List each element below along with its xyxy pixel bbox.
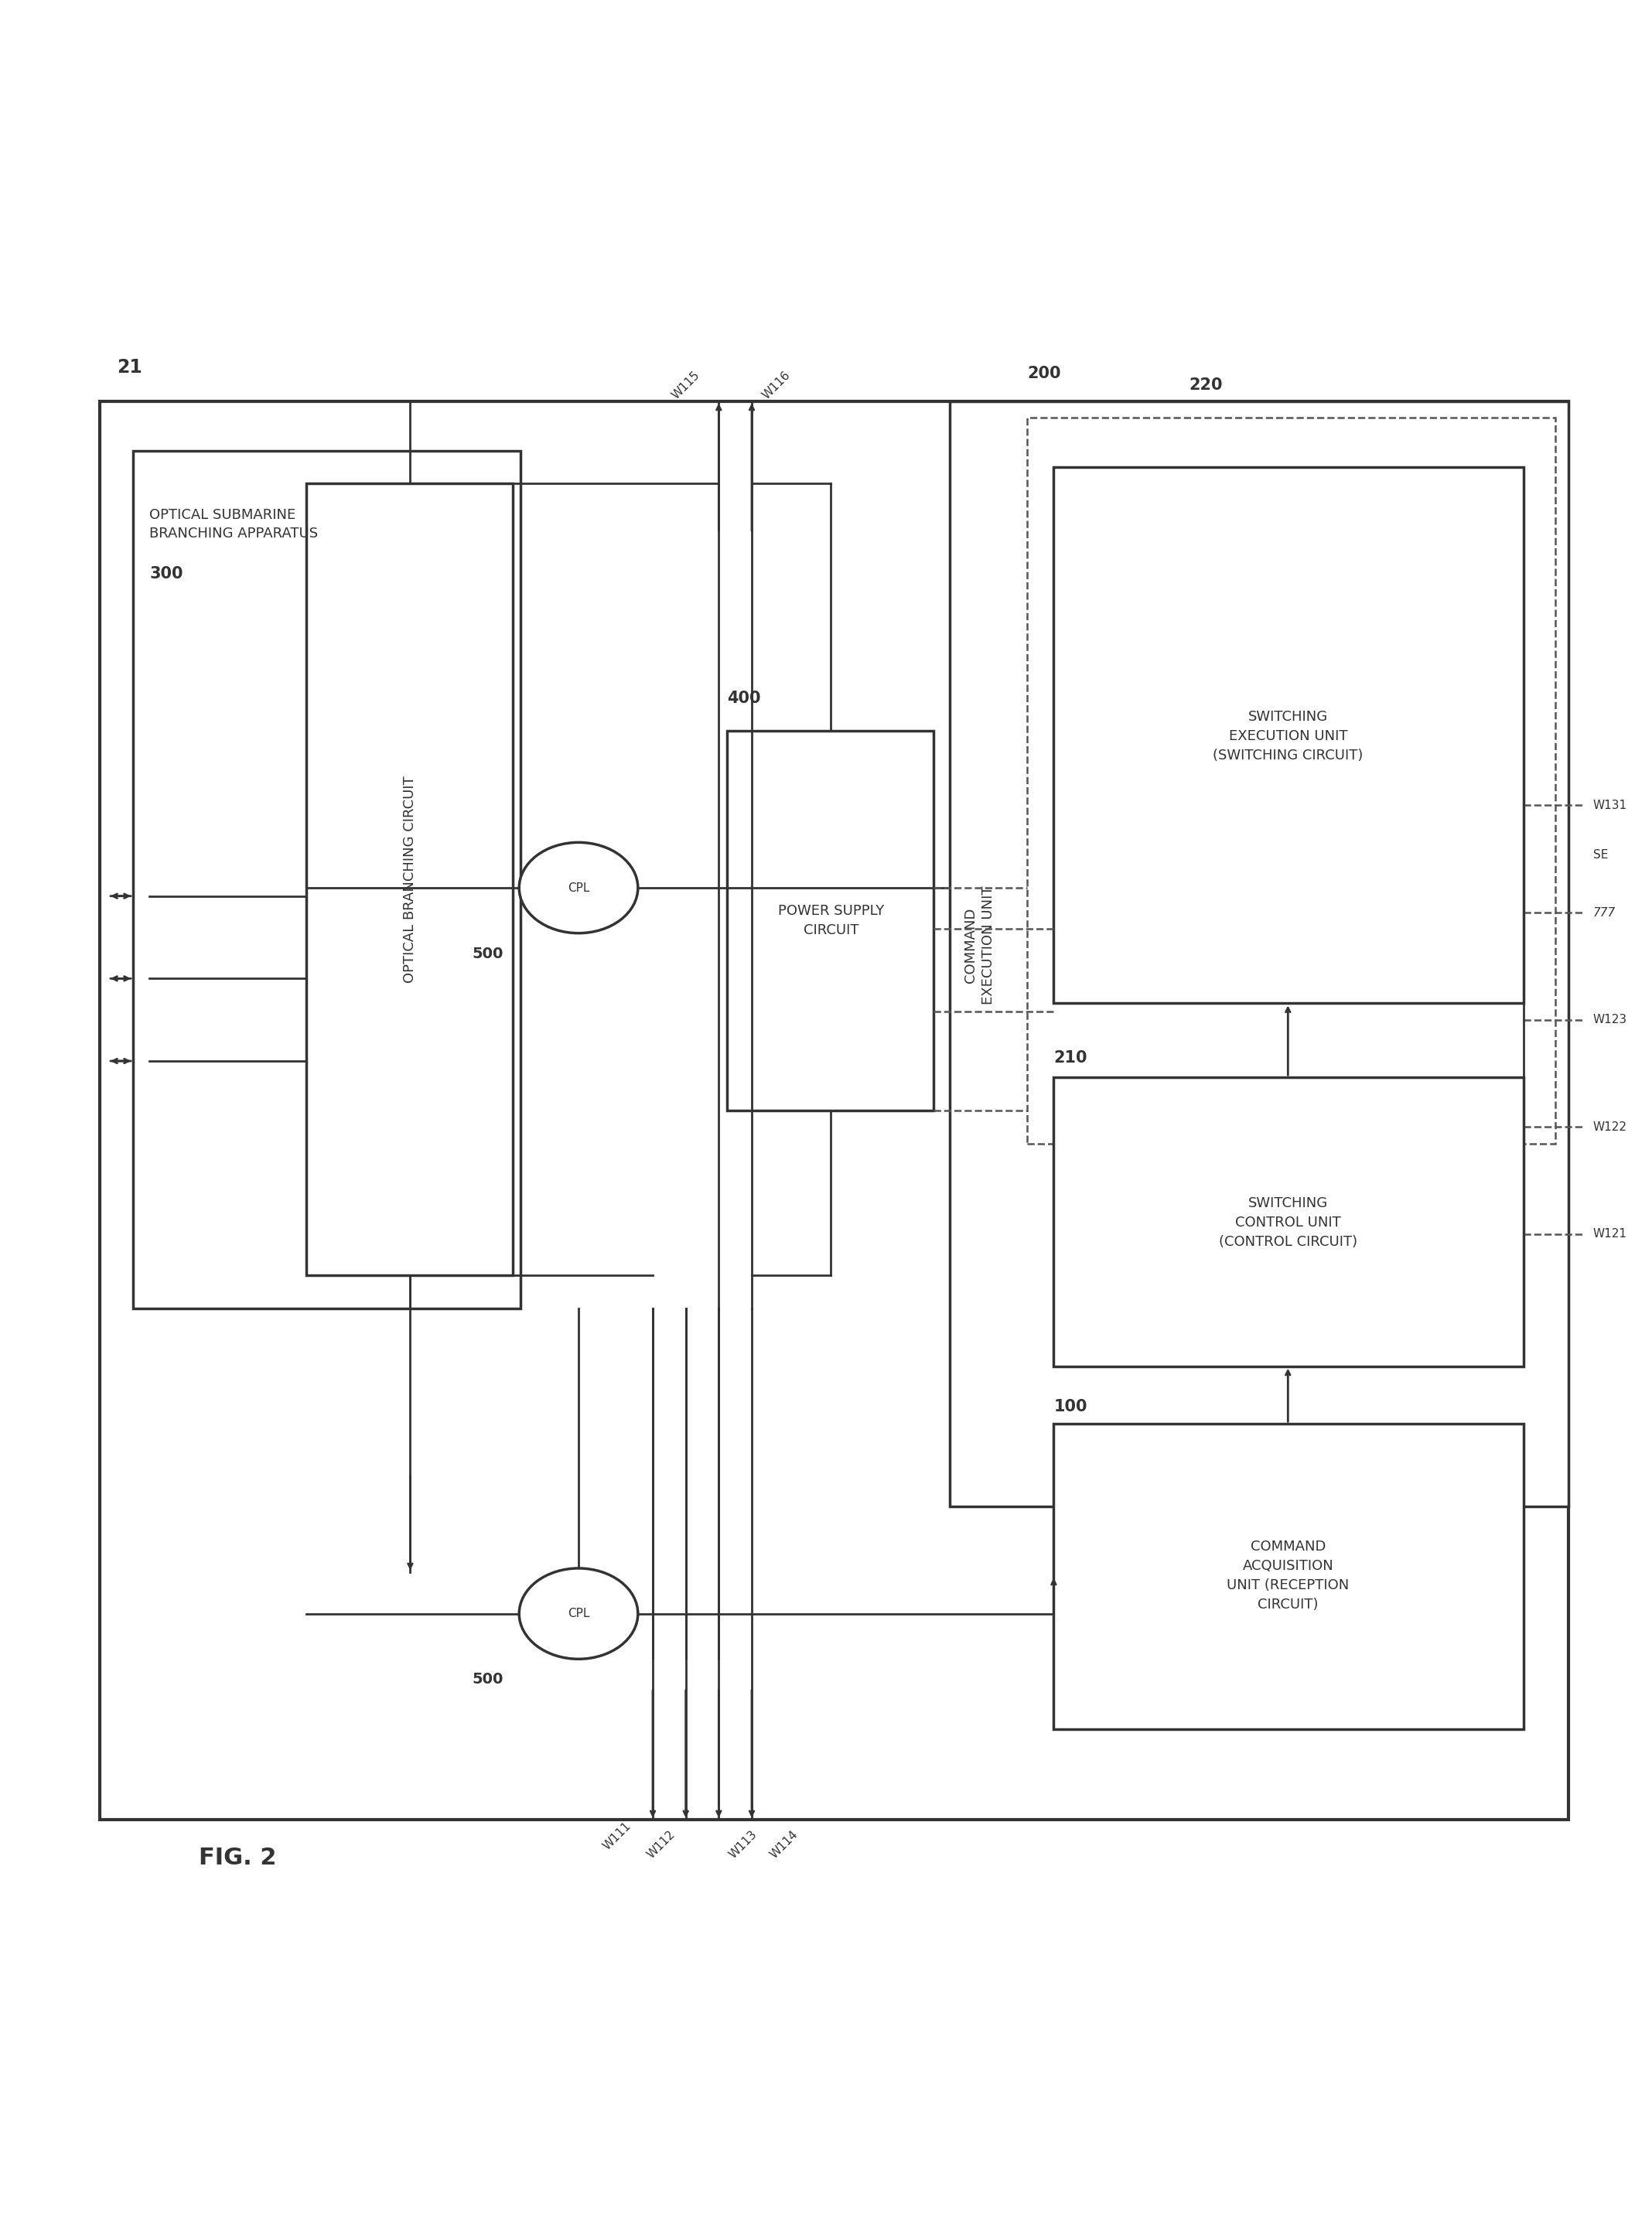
Text: CPL: CPL bbox=[568, 1608, 590, 1619]
Text: POWER SUPPLY
CIRCUIT: POWER SUPPLY CIRCUIT bbox=[778, 904, 884, 937]
Text: 500: 500 bbox=[472, 946, 504, 962]
Text: 500: 500 bbox=[472, 1672, 504, 1688]
Text: 200: 200 bbox=[1028, 366, 1061, 382]
FancyBboxPatch shape bbox=[727, 731, 933, 1110]
Text: W116: W116 bbox=[760, 369, 793, 402]
Text: 777: 777 bbox=[1593, 906, 1616, 917]
Text: W131: W131 bbox=[1593, 800, 1627, 811]
Text: SWITCHING
EXECUTION UNIT
(SWITCHING CIRCUIT): SWITCHING EXECUTION UNIT (SWITCHING CIRC… bbox=[1213, 711, 1363, 762]
Text: 21: 21 bbox=[117, 358, 142, 375]
Ellipse shape bbox=[519, 1568, 638, 1659]
FancyBboxPatch shape bbox=[1054, 466, 1523, 1004]
Text: W113: W113 bbox=[727, 1828, 760, 1861]
Text: SE: SE bbox=[1593, 848, 1607, 860]
FancyBboxPatch shape bbox=[1054, 1424, 1523, 1730]
Text: OPTICAL BRANCHING CIRCUIT: OPTICAL BRANCHING CIRCUIT bbox=[403, 775, 418, 984]
Text: SWITCHING
CONTROL UNIT
(CONTROL CIRCUIT): SWITCHING CONTROL UNIT (CONTROL CIRCUIT) bbox=[1219, 1197, 1358, 1248]
Text: W111: W111 bbox=[601, 1819, 633, 1852]
Text: COMMAND
ACQUISITION
UNIT (RECEPTION
CIRCUIT): COMMAND ACQUISITION UNIT (RECEPTION CIRC… bbox=[1227, 1539, 1350, 1612]
FancyBboxPatch shape bbox=[1054, 1077, 1523, 1366]
FancyBboxPatch shape bbox=[950, 402, 1568, 1506]
FancyBboxPatch shape bbox=[306, 484, 512, 1275]
Text: 210: 210 bbox=[1054, 1051, 1087, 1066]
Text: 220: 220 bbox=[1189, 378, 1222, 393]
FancyBboxPatch shape bbox=[101, 402, 1568, 1819]
FancyBboxPatch shape bbox=[1028, 418, 1555, 1144]
FancyBboxPatch shape bbox=[134, 451, 520, 1308]
Text: 100: 100 bbox=[1054, 1399, 1087, 1415]
Text: W115: W115 bbox=[671, 369, 702, 402]
Text: FIG. 2: FIG. 2 bbox=[198, 1848, 278, 1870]
Text: OPTICAL SUBMARINE
BRANCHING APPARATUS: OPTICAL SUBMARINE BRANCHING APPARATUS bbox=[150, 509, 319, 540]
Text: W114: W114 bbox=[768, 1828, 801, 1861]
Text: W121: W121 bbox=[1593, 1228, 1627, 1239]
Text: W122: W122 bbox=[1593, 1122, 1627, 1133]
Ellipse shape bbox=[519, 842, 638, 933]
Text: W123: W123 bbox=[1593, 1015, 1627, 1026]
Text: CPL: CPL bbox=[568, 882, 590, 893]
Text: 400: 400 bbox=[727, 691, 760, 706]
Text: 300: 300 bbox=[150, 566, 183, 582]
Text: COMMAND
EXECUTION UNIT: COMMAND EXECUTION UNIT bbox=[963, 886, 996, 1004]
Text: W112: W112 bbox=[646, 1828, 677, 1861]
